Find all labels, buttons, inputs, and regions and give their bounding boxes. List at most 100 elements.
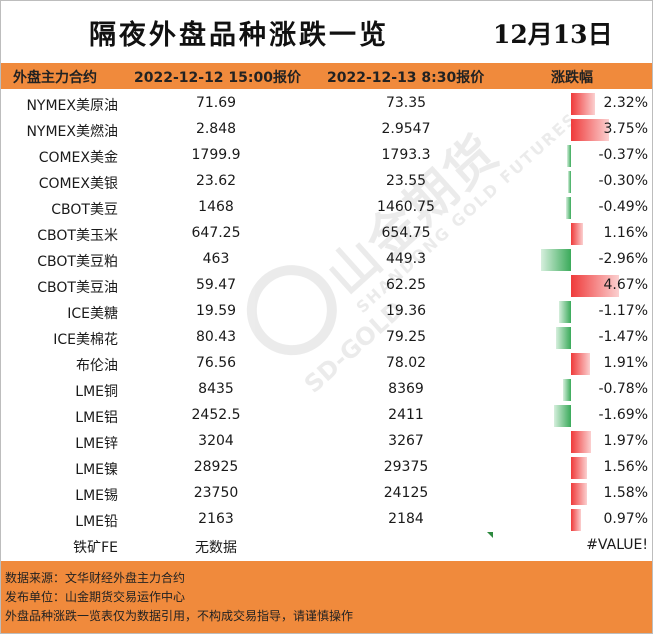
price-1500: 28925: [193, 459, 239, 475]
price-1500: 76.56: [195, 355, 237, 371]
change-percent: 1.91%: [603, 355, 648, 371]
change-percent: -0.49%: [598, 199, 648, 215]
change-bar-down: [540, 249, 571, 271]
price-1500: 2.848: [195, 121, 237, 137]
price-0830: 1460.75: [377, 199, 435, 215]
price-0830: 8369: [388, 381, 424, 397]
price-0830: 62.25: [385, 277, 427, 293]
contract-name: CBOT美豆: [51, 202, 118, 218]
table-row: COMEX美金 1799.9 1793.3 -0.37%: [1, 143, 652, 169]
report-date: 12月13日: [493, 20, 613, 49]
price-1500: 59.47: [195, 277, 237, 293]
footer-source: 数据来源：文华财经外盘主力合约: [5, 571, 186, 585]
change-percent: 1.97%: [603, 433, 648, 449]
contract-name: CBOT美玉米: [37, 228, 118, 244]
change-bar-up: [571, 275, 619, 297]
footer-disclaimer: 外盘品种涨跌一览表仅为数据引用，不构成交易指导，请谨慎操作: [5, 609, 354, 623]
change-bar-down: [567, 171, 571, 193]
price-0830: 654.75: [381, 225, 431, 241]
change-bar-up: [571, 483, 588, 505]
price-0830: 78.02: [385, 355, 427, 371]
change-percent: -1.47%: [598, 329, 648, 345]
contract-name: NYMEX美原油: [26, 98, 118, 114]
price-1500: 1468: [198, 199, 234, 215]
table-row: LME锌 3204 3267 1.97%: [1, 429, 652, 455]
contract-name: ICE美棉花: [53, 332, 118, 348]
contract-name: LME铅: [75, 514, 118, 530]
change-bar-down: [567, 145, 571, 167]
price-1500: 1799.9: [191, 147, 241, 163]
change-bar-up: [571, 353, 591, 375]
table-row: NYMEX美燃油 2.848 2.9547 3.75%: [1, 117, 652, 143]
price-1500: 463: [202, 251, 230, 267]
table-header: 外盘主力合约 2022-12-12 15:00报价 2022-12-13 8:3…: [1, 63, 652, 89]
contract-name: 布伦油: [76, 358, 118, 374]
contract-name: COMEX美银: [38, 176, 118, 192]
price-1500: 80.43: [195, 329, 237, 345]
change-percent: -2.96%: [598, 251, 648, 267]
table-row: LME铝 2452.5 2411 -1.69%: [1, 403, 652, 429]
change-percent: 0.97%: [603, 511, 648, 527]
contract-name: 铁矿FE: [73, 540, 118, 556]
change-bar-down: [559, 301, 571, 323]
error-indicator-icon: [487, 532, 493, 538]
table-row: ICE美糖 19.59 19.36 -1.17%: [1, 299, 652, 325]
price-0830: 29375: [383, 459, 429, 475]
price-0830: 2.9547: [381, 121, 431, 137]
price-1500: 647.25: [191, 225, 241, 241]
change-percent: -0.37%: [598, 147, 648, 163]
contract-name: CBOT美豆粕: [37, 254, 118, 270]
table-row: COMEX美银 23.62 23.55 -0.30%: [1, 169, 652, 195]
price-0830: 449.3: [385, 251, 427, 267]
table-row: 铁矿FE 无数据 #VALUE!: [1, 533, 652, 559]
change-percent: -1.17%: [598, 303, 648, 319]
contract-name: LME铜: [75, 384, 118, 400]
change-percent: 1.56%: [603, 459, 648, 475]
change-bar-up: [571, 457, 587, 479]
table-row: CBOT美豆粕 463 449.3 -2.96%: [1, 247, 652, 273]
contract-name: CBOT美豆油: [37, 280, 118, 296]
contract-name: NYMEX美燃油: [26, 124, 118, 140]
contract-name: LME镍: [75, 462, 118, 478]
contract-name: COMEX美金: [38, 150, 118, 166]
change-percent: -0.78%: [598, 381, 648, 397]
table-row: CBOT美玉米 647.25 654.75 1.16%: [1, 221, 652, 247]
table-row: CBOT美豆油 59.47 62.25 4.67%: [1, 273, 652, 299]
footer: 数据来源：文华财经外盘主力合约 发布单位：山金期货交易运作中心 外盘品种涨跌一览…: [1, 561, 652, 633]
change-percent: -0.30%: [598, 173, 648, 189]
contract-name: ICE美糖: [67, 306, 118, 322]
table-row: LME铜 8435 8369 -0.78%: [1, 377, 652, 403]
price-0830: 3267: [388, 433, 424, 449]
price-0830: 19.36: [385, 303, 427, 319]
change-bar-down: [566, 197, 571, 219]
table-row: CBOT美豆 1468 1460.75 -0.49%: [1, 195, 652, 221]
change-percent: 4.67%: [603, 277, 648, 293]
price-0830: 1793.3: [381, 147, 431, 163]
contract-name: LME锌: [75, 436, 118, 452]
change-bar-up: [571, 509, 581, 531]
price-1500: 19.59: [195, 303, 237, 319]
change-percent: -1.69%: [598, 407, 648, 423]
change-percent: 3.75%: [603, 121, 648, 137]
table-row: LME锡 23750 24125 1.58%: [1, 481, 652, 507]
column-header-price2: 2022-12-13 8:30报价: [327, 70, 485, 86]
change-bar-up: [571, 223, 583, 245]
table-row: 布伦油 76.56 78.02 1.91%: [1, 351, 652, 377]
price-1500: 3204: [198, 433, 234, 449]
price-0830: 2184: [388, 511, 424, 527]
price-1500: 无数据: [195, 540, 237, 556]
change-bar-up: [571, 119, 610, 141]
change-bar-up: [571, 431, 592, 453]
price-1500: 2452.5: [191, 407, 241, 423]
change-bar-down: [556, 327, 571, 349]
price-1500: 23750: [193, 485, 239, 501]
price-1500: 2163: [198, 511, 234, 527]
price-1500: 23.62: [195, 173, 237, 189]
table-row: LME镍 28925 29375 1.56%: [1, 455, 652, 481]
page-title: 隔夜外盘品种涨跌一览: [89, 20, 389, 51]
title-row: 隔夜外盘品种涨跌一览 12月13日: [1, 1, 652, 63]
change-percent: #VALUE!: [586, 537, 648, 553]
table-row: ICE美棉花 80.43 79.25 -1.47%: [1, 325, 652, 351]
price-0830: 79.25: [385, 329, 427, 345]
